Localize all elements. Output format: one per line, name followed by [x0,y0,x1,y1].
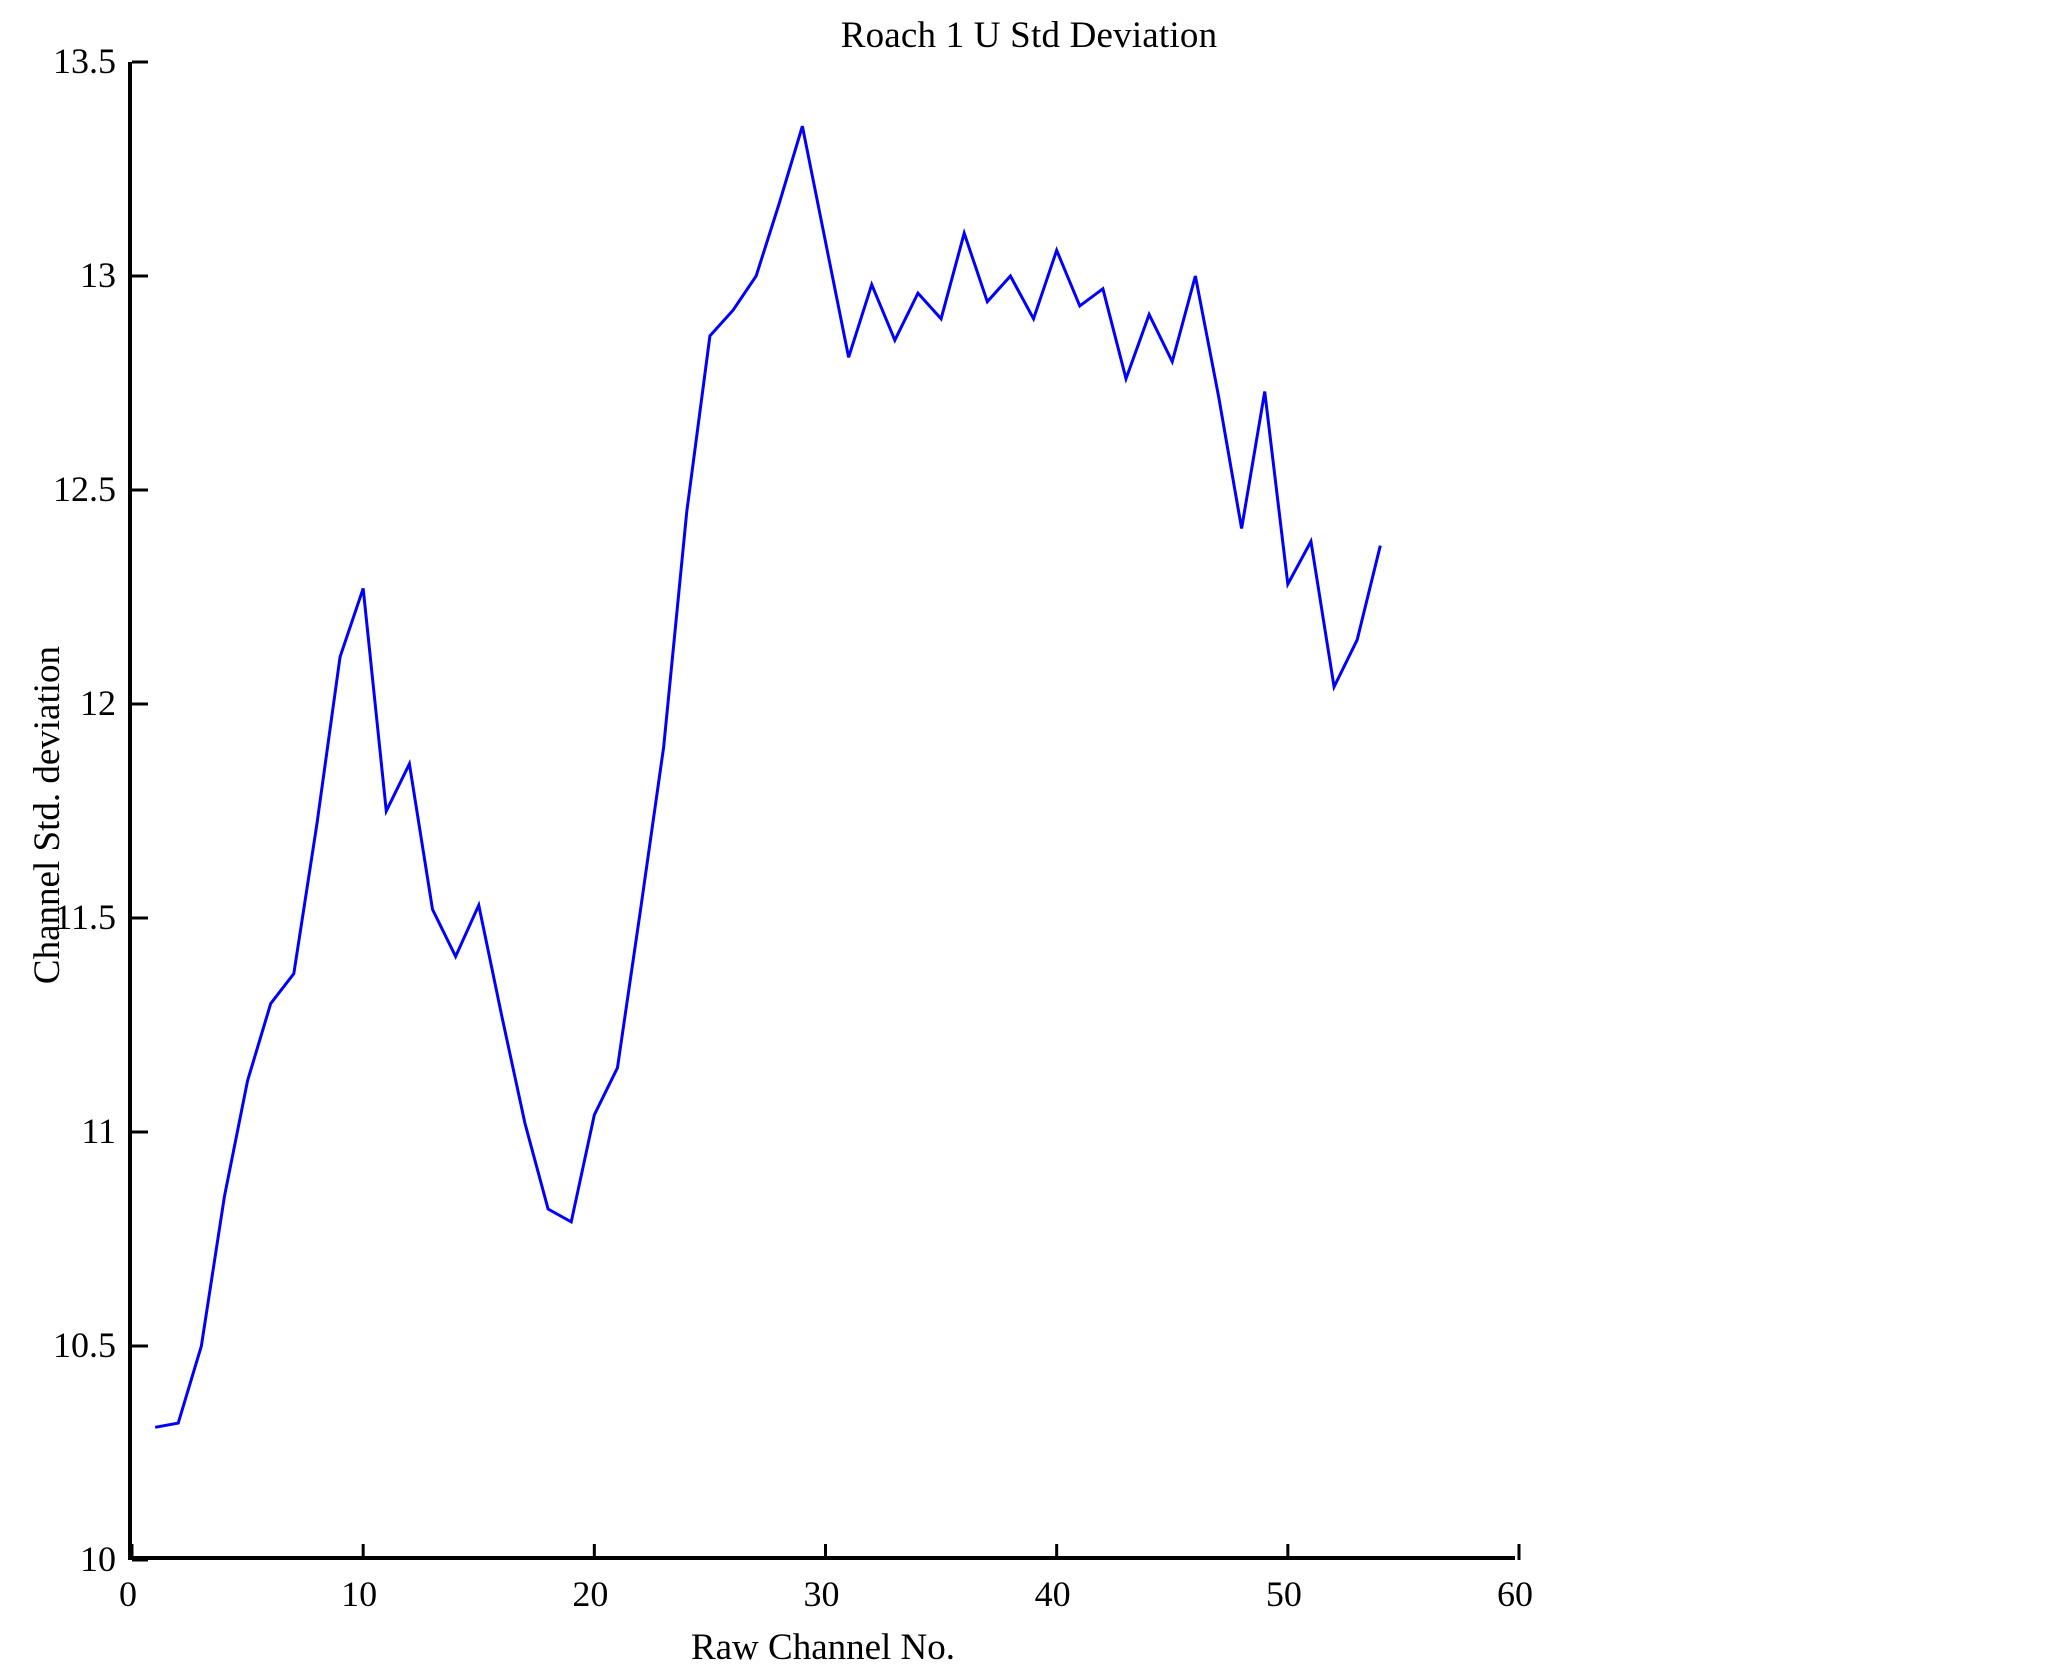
x-tick-label: 30 [803,1574,840,1614]
y-axis-ticks [132,60,148,1562]
y-tick-label: 11.5 [54,897,116,937]
plot-svg [130,60,1521,1562]
y-axis-label: Channel Std. deviation [27,645,68,985]
data-series-line [154,125,1382,1429]
y-tick-label: 12.5 [53,469,116,509]
x-tick-label: 50 [1265,1574,1302,1614]
x-tick-label: 60 [1497,1574,1533,1614]
y-tick-label: 12 [80,683,116,723]
x-tick-label: 0 [119,1574,137,1614]
y-tick-label: 11 [81,1111,116,1151]
plot-area [128,60,1521,1562]
y-tick-label: 13.5 [53,41,116,81]
chart-title: Roach 1 U Std Deviation [840,15,1218,56]
x-axis-ticks [130,1544,1521,1560]
y-tick-label: 13 [80,255,116,295]
y-tick-label: 10.5 [53,1325,116,1365]
x-tick-label: 40 [1034,1574,1071,1614]
x-tick-label: 20 [572,1574,609,1614]
x-axis-label: Raw Channel No. [690,1627,956,1668]
x-tick-label: 10 [341,1574,378,1614]
y-tick-label: 10 [80,1539,116,1579]
